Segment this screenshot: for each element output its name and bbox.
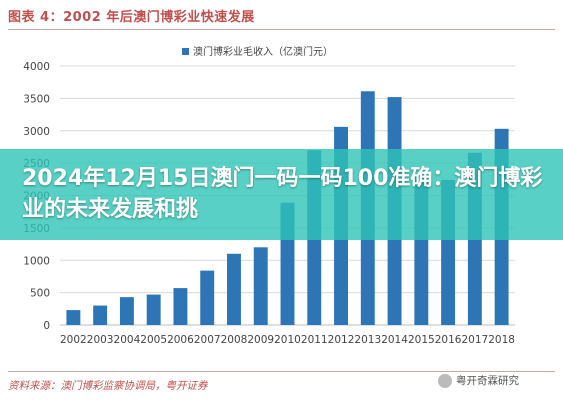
x-tick-label: 2002 (60, 334, 87, 346)
x-tick-label: 2010 (274, 334, 301, 346)
watermark-text: 粤开奇霖研究 (456, 375, 519, 387)
bar-2004 (119, 297, 134, 325)
x-axis: 2002 2003 2004 2005 2006 2007 2008 2009 2010 2011… (60, 334, 515, 346)
figure-header: 图表 4：2002 年后澳门博彩业快速发展 (0, 0, 563, 30)
x-tick-label: 2003 (87, 334, 114, 346)
x-tick-label: 2018 (488, 334, 515, 346)
x-tick-label: 2009 (247, 334, 274, 346)
figure-label: 图表 4：2002 年后澳门博彩业快速发展 (8, 10, 255, 25)
bar-2007 (200, 270, 215, 325)
header-divider (8, 29, 555, 30)
bar-2009 (253, 247, 268, 325)
y-tick-label: 4000 (23, 61, 50, 73)
watermark: 粤开奇霖研究 (438, 373, 519, 388)
bar-2006 (173, 288, 188, 325)
x-tick-label: 2016 (435, 334, 462, 346)
x-tick-label: 2004 (114, 334, 141, 346)
legend-label: 澳门博彩业毛收入（亿澳门元） (193, 45, 333, 58)
bar-2003 (93, 305, 108, 325)
x-tick-label: 2013 (354, 334, 381, 346)
x-tick-label: 2005 (140, 334, 167, 346)
y-tick-label: 0 (43, 320, 50, 332)
bar-2005 (146, 294, 161, 325)
bar-2002 (66, 310, 81, 325)
x-tick-label: 2014 (381, 334, 408, 346)
y-tick-label: 1000 (23, 255, 50, 267)
legend: 澳门博彩业毛收入（亿澳门元） (182, 45, 333, 58)
x-tick-label: 2011 (301, 334, 328, 346)
x-tick-label: 2015 (408, 334, 435, 346)
y-tick-label: 3500 (23, 93, 50, 105)
article-title[interactable]: 2024年12月15日澳门一码一码100准确：澳门博彩业的未来发展和挑 (22, 166, 543, 222)
x-tick-label: 2012 (328, 334, 355, 346)
x-tick-label: 2006 (167, 334, 194, 346)
y-tick-label: 3000 (23, 126, 50, 138)
x-tick-label: 2008 (221, 334, 248, 346)
bar-2008 (227, 253, 241, 325)
y-tick-label: 500 (30, 288, 50, 300)
source-note: 资料来源：澳门博彩监察协调局，粤开证券 (8, 380, 208, 392)
article-title-banner[interactable]: 2024年12月15日澳门一码一码100准确：澳门博彩业的未来发展和挑 (0, 149, 563, 240)
x-tick-label: 2017 (461, 334, 488, 346)
x-tick-label: 2007 (194, 334, 221, 346)
source-divider (8, 371, 555, 372)
legend-swatch (182, 48, 189, 55)
wechat-logo-icon (438, 373, 452, 388)
